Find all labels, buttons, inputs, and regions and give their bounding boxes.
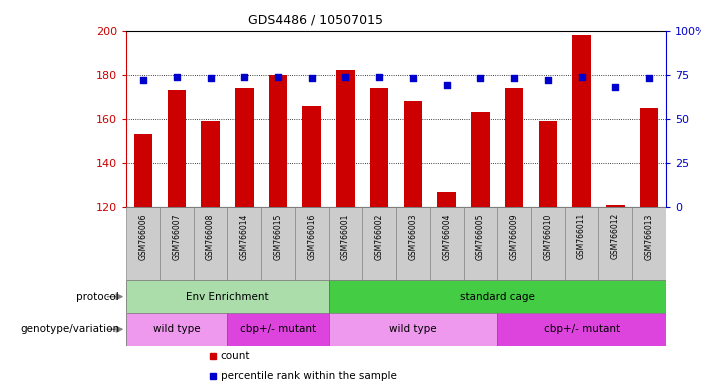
Point [205, 75, 216, 81]
Bar [632, 207, 666, 280]
Bar [268, 75, 287, 207]
Bar [606, 205, 625, 207]
Bar [565, 207, 599, 280]
Bar [126, 280, 329, 313]
Point [137, 77, 149, 83]
Bar [302, 106, 321, 207]
Text: count: count [221, 351, 250, 361]
Bar [463, 207, 497, 280]
Bar [134, 134, 152, 207]
Bar [295, 207, 329, 280]
Point [374, 74, 385, 80]
Text: GSM766009: GSM766009 [510, 213, 519, 260]
Text: GDS4486 / 10507015: GDS4486 / 10507015 [247, 14, 383, 27]
Text: GSM766003: GSM766003 [409, 213, 417, 260]
Text: GSM766008: GSM766008 [206, 213, 215, 260]
Bar [362, 207, 396, 280]
Bar [370, 88, 388, 207]
Bar [126, 313, 227, 346]
Text: GSM766005: GSM766005 [476, 213, 485, 260]
Bar [497, 313, 666, 346]
Text: protocol: protocol [76, 291, 119, 302]
Bar [193, 207, 227, 280]
Bar [336, 70, 355, 207]
Point [171, 74, 182, 80]
Bar [531, 207, 565, 280]
Bar [404, 101, 422, 207]
Bar [227, 207, 261, 280]
Text: genotype/variation: genotype/variation [20, 324, 119, 334]
Bar [261, 207, 295, 280]
Bar [168, 90, 186, 207]
Bar [471, 113, 490, 207]
Text: wild type: wild type [389, 324, 437, 334]
Bar [430, 207, 463, 280]
Text: GSM766013: GSM766013 [645, 213, 653, 260]
Text: GSM766004: GSM766004 [442, 213, 451, 260]
Text: GSM766012: GSM766012 [611, 213, 620, 260]
Bar [126, 207, 160, 280]
Point [273, 74, 284, 80]
Bar [572, 35, 591, 207]
Point [644, 75, 655, 81]
Text: percentile rank within the sample: percentile rank within the sample [221, 371, 397, 381]
Point [340, 74, 351, 80]
Point [508, 75, 519, 81]
Bar [437, 192, 456, 207]
Bar [201, 121, 220, 207]
Bar [396, 207, 430, 280]
Text: wild type: wild type [153, 324, 200, 334]
Bar [235, 88, 254, 207]
Text: GSM766007: GSM766007 [172, 213, 182, 260]
Bar [599, 207, 632, 280]
Bar [329, 280, 666, 313]
Bar [329, 207, 362, 280]
Text: GSM766011: GSM766011 [577, 213, 586, 260]
Text: GSM766014: GSM766014 [240, 213, 249, 260]
Text: cbp+/- mutant: cbp+/- mutant [240, 324, 316, 334]
Bar [640, 108, 658, 207]
Point [306, 75, 318, 81]
Text: Env Enrichment: Env Enrichment [186, 291, 268, 302]
Text: GSM766002: GSM766002 [375, 213, 383, 260]
Text: cbp+/- mutant: cbp+/- mutant [543, 324, 620, 334]
Text: GSM766015: GSM766015 [273, 213, 283, 260]
Bar [505, 88, 524, 207]
Point [576, 74, 587, 80]
Point [238, 74, 250, 80]
Text: standard cage: standard cage [460, 291, 535, 302]
Bar [160, 207, 193, 280]
Text: GSM766010: GSM766010 [543, 213, 552, 260]
Text: GSM766001: GSM766001 [341, 213, 350, 260]
Bar [227, 313, 329, 346]
Point [610, 84, 621, 90]
Text: GSM766016: GSM766016 [307, 213, 316, 260]
Point [475, 75, 486, 81]
Point [543, 77, 554, 83]
Bar [538, 121, 557, 207]
Point [407, 75, 418, 81]
Bar [497, 207, 531, 280]
Bar [329, 313, 497, 346]
Text: GSM766006: GSM766006 [139, 213, 147, 260]
Point [441, 83, 452, 89]
